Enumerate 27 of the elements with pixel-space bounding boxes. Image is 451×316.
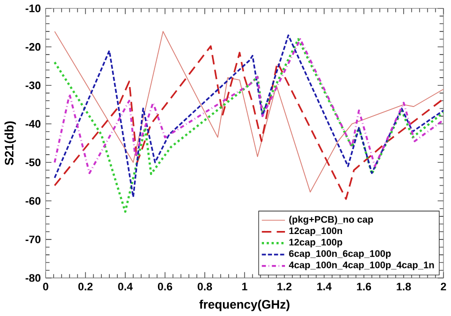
x-tick-label: 1.6 — [357, 282, 372, 291]
x-tick-label: 1 — [242, 282, 248, 290]
legend-label: (pkg+PCB)_no cap — [289, 216, 374, 225]
line-series — [54, 38, 444, 174]
x-tick-label: 1.8 — [396, 282, 411, 291]
y-tick-label: -20 — [26, 43, 40, 51]
x-tick-label: 1.2 — [277, 282, 292, 290]
y-tick-label: -60 — [26, 197, 40, 205]
y-axis-title: S21(db) — [4, 122, 16, 166]
y-tick-label: -70 — [26, 236, 40, 244]
x-tick-label: 0.4 — [118, 282, 133, 291]
y-tick-label: -40 — [26, 120, 40, 128]
y-tick-label: -50 — [26, 158, 40, 166]
legend-label: 12cap_100p — [289, 239, 342, 248]
x-tick-label: 1.4 — [317, 282, 332, 290]
y-tick-label: -10 — [26, 4, 40, 12]
y-tick-label: -30 — [26, 82, 40, 90]
x-axis-title: frequency(GHz) — [199, 300, 290, 312]
legend-label: 4cap_100n_4cap_100p_4cap_1n — [288, 262, 434, 270]
x-tick-label: 0 — [43, 282, 48, 291]
x-tick-label: 0.6 — [158, 282, 172, 291]
y-tick-label: -80 — [26, 274, 40, 282]
x-tick-label: 2 — [440, 282, 446, 290]
legend-label: 12cap_100n — [289, 228, 342, 236]
legend-label: 6cap_100n_6cap_100p — [289, 250, 391, 259]
x-tick-label: 0.2 — [78, 282, 93, 291]
x-tick-label: 0.8 — [198, 282, 212, 291]
